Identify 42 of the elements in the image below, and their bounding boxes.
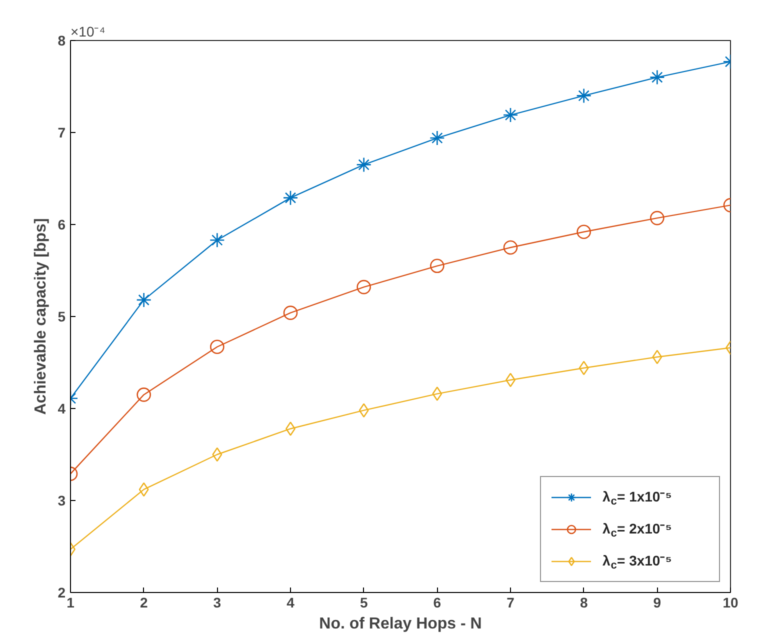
point [210,232,225,248]
y-tick-label: 5 [58,308,66,324]
x-tick-label: 9 [653,594,662,610]
text: ×10⁻⁴ [70,24,106,40]
point [358,403,369,418]
x-tick-label: 7 [506,594,515,610]
y-tick-label: 4 [58,400,66,416]
point [576,88,592,104]
y-tick-label: 6 [58,216,66,232]
point [356,157,372,172]
point [578,360,589,376]
y-tick-label: 2 [58,584,66,600]
point [430,130,445,146]
y-tick-label: 3 [58,492,66,508]
point [138,482,149,497]
y-tick-label: 8 [58,32,66,48]
point [576,224,591,239]
point [432,386,442,401]
x-tick-label: 5 [360,594,368,610]
point [650,70,665,85]
x-tick-label: 10 [722,594,738,610]
x-tick-label: 6 [433,594,442,610]
point [356,280,371,294]
point [210,340,224,354]
x-tick-label: 8 [580,594,588,610]
point [503,240,518,255]
point [136,388,151,402]
point [430,258,444,274]
x-tick-label: 1 [66,594,75,610]
point [283,306,298,320]
point [652,350,662,364]
x-tick-label: 4 [286,594,295,610]
y-axis-title: Achievable capacity [bps] [32,218,50,415]
point [502,107,518,123]
point [136,292,152,308]
x-axis-title: No. of Relay Hops - N [319,616,482,632]
x-tick-label: 2 [140,594,148,610]
point [650,210,664,226]
x-tick-label: 3 [213,594,222,610]
y-tick-label: 7 [58,124,66,140]
point [212,447,222,462]
point [282,190,298,206]
